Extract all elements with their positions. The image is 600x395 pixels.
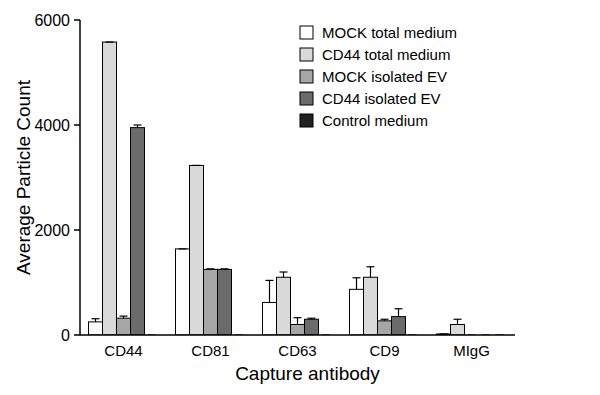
error-cap [120,316,128,317]
error-cap [266,280,274,281]
error-cap [353,277,361,278]
y-tick-label: 0 [61,327,70,344]
bar [451,325,465,336]
error-cap [92,318,100,319]
x-tick-label: MIgG [453,342,490,359]
legend-label: MOCK isolated EV [322,68,447,85]
error-stem [370,267,371,278]
legend-swatch [300,114,313,127]
error-bar [280,272,288,277]
x-tick-label: CD9 [369,342,399,359]
bar [263,302,277,335]
bar [291,325,305,336]
error-bar [353,278,361,290]
legend-swatch [300,26,313,39]
legend: MOCK total medium CD44 total medium MOCK i… [300,24,457,129]
error-stem [269,280,270,302]
error-bar [367,267,375,278]
x-tick-label: CD81 [191,342,229,359]
error-cap [454,319,462,320]
bar [364,277,378,335]
error-stem [356,278,357,290]
error-stem [457,319,458,324]
error-bar [308,318,316,319]
error-bar [179,248,187,249]
error-cap [193,165,201,166]
y-axis-title: Average Particle Count [13,79,34,275]
error-stem [297,318,298,325]
error-cap [221,268,229,269]
legend-label: Control medium [322,112,428,129]
error-bar [134,125,142,128]
y-tick [74,19,80,21]
x-axis-title: Capture antibody [235,363,380,384]
y-tick [74,334,80,336]
bar [218,269,232,335]
error-bar [266,280,274,302]
error-bar [294,318,302,325]
error-stem [398,309,399,317]
error-bar [381,319,389,321]
legend-label: MOCK total medium [322,24,457,41]
bar [176,249,190,335]
y-tick-label: 4000 [34,117,70,134]
y-tick-label: 2000 [34,222,70,239]
legend-label: CD44 total medium [322,46,450,63]
error-bar [454,319,462,324]
plot-area [89,42,504,335]
legend-label: CD44 isolated EV [322,90,440,107]
error-bar [193,165,201,166]
x-tick-label: CD63 [278,342,316,359]
bar [392,317,406,335]
x-axis [80,334,515,336]
error-bar [92,319,100,322]
error-stem [283,272,284,277]
error-cap [294,317,302,318]
legend-swatch [300,70,313,83]
y-tick [74,229,80,231]
bar [277,277,291,335]
bar [204,269,218,335]
error-bar [221,268,229,270]
error-cap [381,319,389,320]
bar [378,321,392,335]
error-cap [308,318,316,319]
bar [131,128,145,335]
error-bar [207,268,215,270]
error-bar [395,309,403,317]
error-cap [395,308,403,309]
bar [89,322,103,335]
error-cap [280,271,288,272]
bar [190,165,204,335]
error-bar [120,316,128,318]
error-cap [106,41,114,42]
y-axis [79,20,81,335]
y-tick [74,124,80,126]
error-cap [207,268,215,269]
error-cap [179,248,187,249]
bar [350,289,364,335]
bar [305,319,319,335]
legend-swatch [300,48,313,61]
x-tick-label: CD44 [104,342,142,359]
chart: 0 2000 4000 6000 CD44 CD81 CD63 CD9 MIgG Capture … [0,0,600,395]
legend-swatch [300,92,313,105]
y-tick-label: 6000 [34,12,70,29]
error-cap [367,266,375,267]
error-bar [106,42,114,43]
bar [103,42,117,335]
error-cap [134,124,142,125]
bar [117,318,131,335]
